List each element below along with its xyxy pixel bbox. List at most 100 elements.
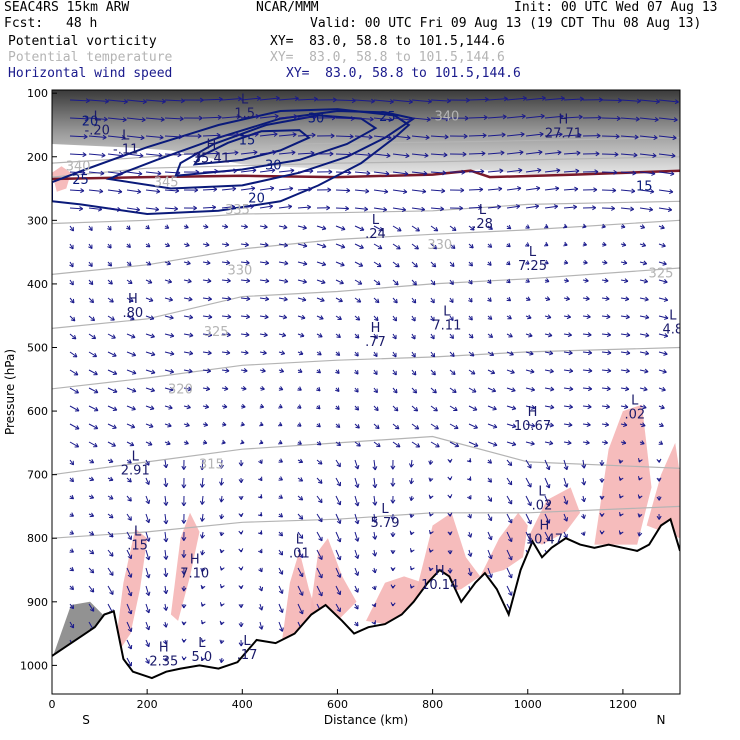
wind-vector [525, 205, 539, 209]
wind-vector-head [69, 566, 75, 572]
wind-vector [582, 369, 593, 372]
wind-vector-head [131, 388, 137, 393]
extremum-letter: L [241, 92, 249, 107]
wind-vector [126, 621, 132, 632]
wind-vector [69, 297, 75, 304]
wind-vector-head [385, 171, 390, 176]
wind-vector-head [569, 386, 574, 392]
wind-vector-head [220, 583, 225, 589]
wind-vector [411, 387, 417, 394]
wind-vector-head [349, 134, 354, 140]
wind-vector-head [537, 167, 542, 173]
wind-vector-head [181, 570, 187, 575]
wind-vector [392, 243, 401, 250]
wind-vector [297, 531, 304, 539]
wind-vector-head [205, 242, 210, 248]
wind-speed-label: 15 [636, 179, 653, 194]
wind-vector [430, 135, 449, 138]
wind-vector-head [525, 260, 530, 265]
x-tick-label: 400 [232, 698, 253, 711]
wind-vector-head [238, 584, 244, 590]
wind-vector-head [372, 501, 378, 506]
wind-vector [69, 207, 83, 210]
wind-vector-head [508, 573, 513, 579]
theta-label: 320 [168, 382, 193, 397]
wind-vector [221, 261, 230, 264]
extremum-value: 5.79 [371, 516, 400, 531]
wind-vector [126, 603, 132, 615]
wind-vector-head [123, 99, 128, 105]
wind-vector-head [279, 368, 285, 373]
wind-vector-head [214, 168, 219, 174]
wind-vector-head [138, 171, 143, 177]
wind-vector [525, 477, 532, 488]
wind-vector-head [414, 425, 420, 430]
wind-vector-head [235, 132, 240, 138]
wind-vector-head [670, 171, 675, 177]
wind-vector [107, 423, 117, 429]
wind-vector [164, 189, 179, 192]
wind-vector [430, 243, 438, 250]
wind-vector-head [662, 368, 667, 374]
wind-vector-head [146, 261, 152, 266]
wind-vector-head [368, 134, 373, 140]
wind-vector [620, 423, 628, 426]
wind-vector-head [145, 659, 150, 664]
wind-vector-head [181, 465, 187, 470]
wind-vector-head [601, 223, 606, 229]
wind-vector-head [328, 169, 333, 175]
wind-vector-head [84, 116, 89, 122]
wind-vector [335, 513, 341, 524]
wind-vector-head [186, 260, 191, 266]
wind-vector-head [225, 242, 230, 248]
wind-vector-head [90, 316, 96, 322]
wind-vector-head [258, 459, 263, 464]
wind-vector-head [618, 530, 624, 535]
wind-vector-head [319, 315, 324, 320]
wind-vector [259, 261, 269, 264]
wind-vector [145, 369, 156, 374]
y-axis-title: Pressure (hPa) [3, 349, 17, 435]
extremum-value: 7.11 [432, 319, 461, 334]
wind-vector [69, 423, 80, 430]
wind-vector-head [219, 639, 225, 644]
wind-vector-head [89, 494, 95, 500]
wind-vector-head [526, 296, 531, 301]
wind-vector-head [166, 260, 172, 266]
wind-vector-head [596, 133, 601, 139]
wind-vector-head [109, 298, 114, 303]
wind-vector [544, 133, 563, 137]
wind-vector-head [563, 259, 569, 265]
wind-vector-head [411, 370, 417, 376]
wind-vector-head [264, 296, 270, 302]
wind-vector-head [408, 99, 413, 105]
wind-vector [373, 135, 392, 139]
wind-vector [582, 459, 585, 469]
wind-vector-head [354, 519, 360, 525]
wind-vector-head [169, 333, 175, 338]
wind-vector [487, 531, 492, 541]
wind-vector-head [637, 494, 643, 499]
wind-vector-head [370, 98, 375, 104]
wind-vector-head [425, 134, 430, 140]
wind-vector-head [556, 168, 561, 174]
wind-vector [183, 279, 192, 283]
wind-vector [354, 189, 369, 192]
wind-vector [658, 405, 665, 409]
wind-vector-head [278, 494, 283, 499]
wind-vector [221, 315, 232, 318]
wind-vector [240, 279, 250, 282]
wind-vector [126, 171, 143, 175]
wind-vector-head [181, 656, 187, 661]
wind-vector [69, 153, 87, 156]
wind-vector [525, 187, 540, 191]
extremum-value: 2.35 [149, 654, 178, 669]
wind-vector-head [74, 443, 80, 448]
theta-label: 340 [66, 160, 91, 175]
wind-vector-head [88, 280, 94, 286]
wind-vector-head [405, 153, 410, 159]
wind-vector-head [377, 244, 383, 250]
x-tick-label: 0 [49, 698, 56, 711]
wind-vector [145, 639, 150, 647]
wind-vector-head [403, 189, 408, 195]
